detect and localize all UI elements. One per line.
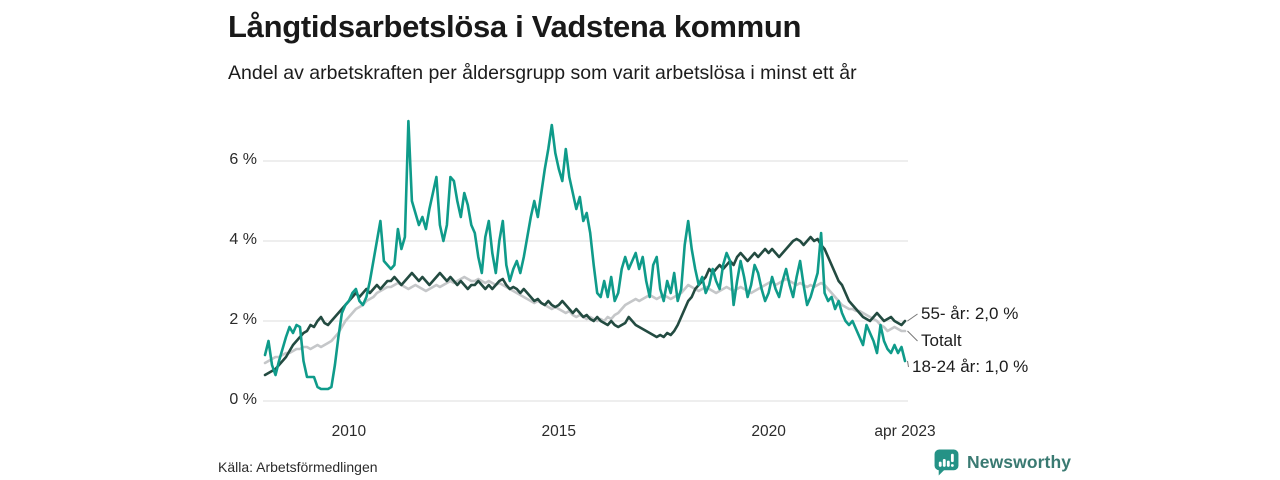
- x-tick-label: 2020: [751, 423, 786, 440]
- y-tick-label: 4 %: [229, 231, 257, 248]
- y-tick-label: 2 %: [229, 311, 257, 328]
- source-note: Källa: Arbetsförmedlingen: [218, 459, 378, 475]
- series-end-label-totalt: Totalt: [921, 331, 962, 350]
- newsworthy-logo-text: Newsworthy: [967, 452, 1072, 472]
- series-end-label-18-24-r: 18-24 år: 1,0 %: [912, 357, 1029, 376]
- end-label-connector: [907, 330, 918, 342]
- newsworthy-logo: Newsworthy: [934, 449, 1071, 476]
- end-label-connector: [907, 313, 918, 322]
- y-tick-label: 0 %: [229, 391, 257, 408]
- x-tick-label: 2015: [541, 423, 577, 440]
- chart-title: Långtidsarbetslösa i Vadstena kommun: [228, 9, 802, 44]
- series-end-label-55-r: 55- år: 2,0 %: [921, 304, 1019, 323]
- chart-subtitle: Andel av arbetskraften per åldersgrupp s…: [228, 62, 857, 84]
- series-line-55-r: [263, 235, 907, 377]
- x-tick-label: apr 2023: [874, 423, 936, 440]
- x-tick-label: 2010: [331, 423, 367, 440]
- series-line-18-24-r: [263, 119, 907, 391]
- end-label-connector: [907, 360, 909, 368]
- y-tick-label: 6 %: [229, 151, 257, 168]
- series-line-totalt: [263, 275, 907, 365]
- newsworthy-logo-icon: [934, 449, 959, 476]
